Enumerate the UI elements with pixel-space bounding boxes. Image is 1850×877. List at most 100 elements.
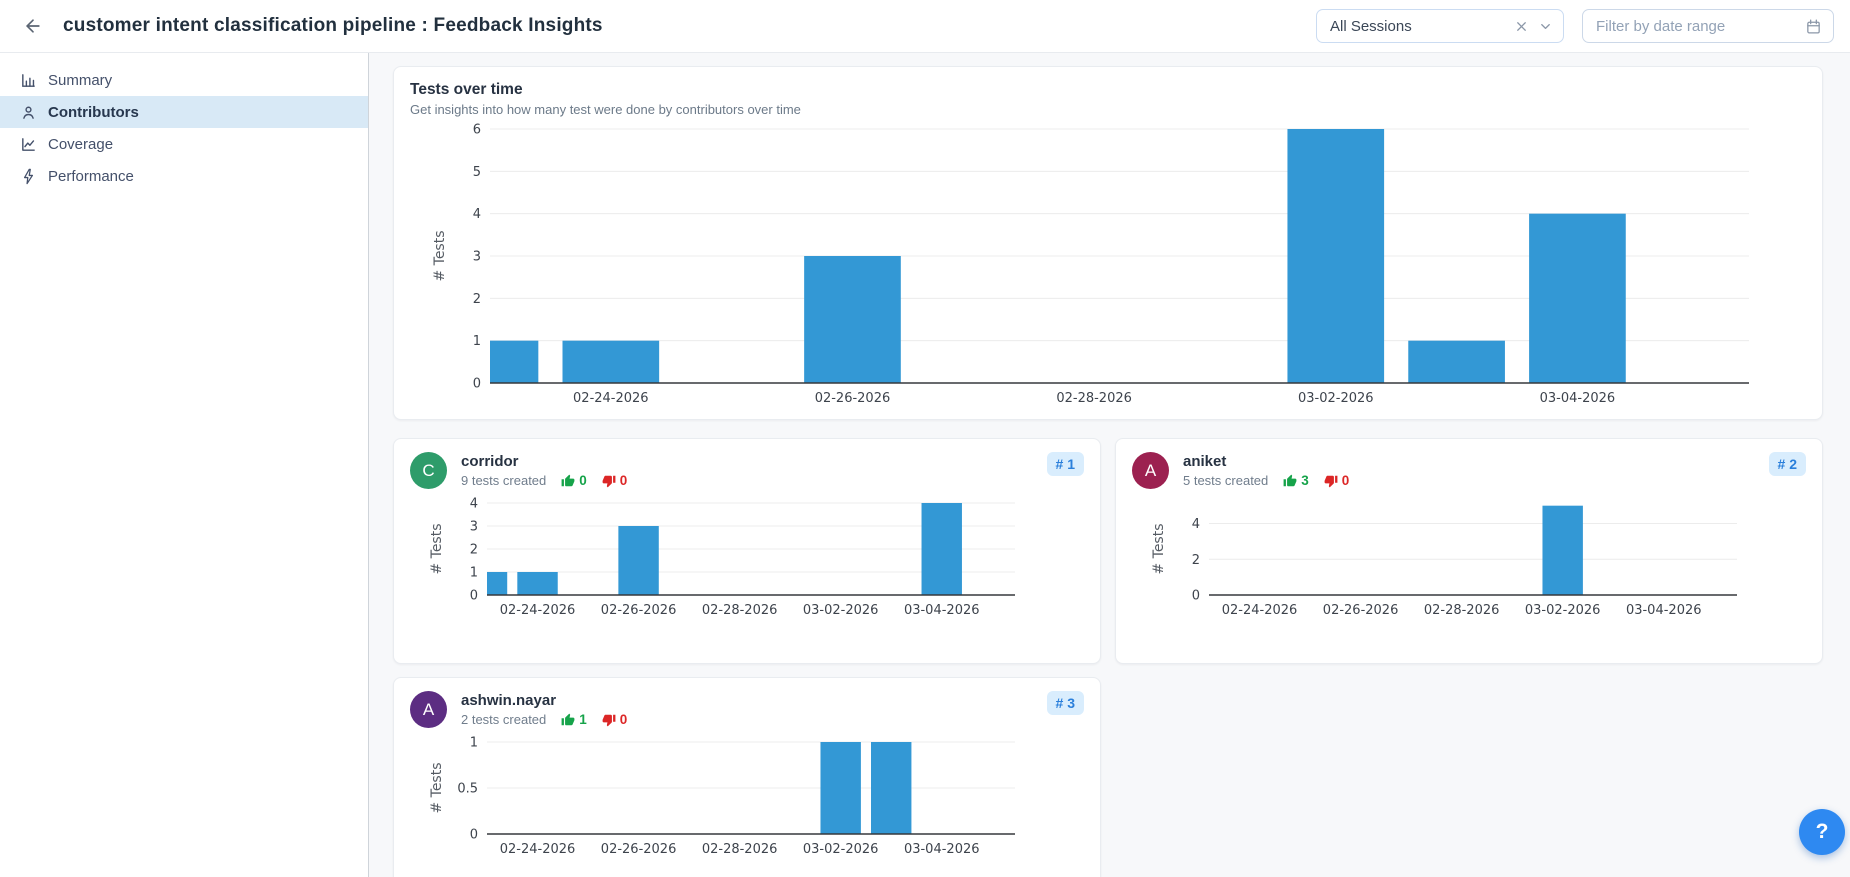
sidebar: Summary Contributors Coverage Performanc…: [0, 53, 369, 877]
app-header: customer intent classification pipeline …: [0, 0, 1850, 53]
svg-text:03-04-2026: 03-04-2026: [1540, 391, 1616, 406]
date-range-input[interactable]: [1596, 17, 1797, 35]
svg-text:02-26-2026: 02-26-2026: [601, 842, 677, 857]
contributor-name: aniket: [1183, 453, 1227, 470]
contributor-card-corridor: C corridor 9 tests created 0: [393, 438, 1101, 664]
svg-text:02-28-2026: 02-28-2026: [702, 842, 778, 857]
sidebar-item-summary[interactable]: Summary: [0, 64, 368, 96]
svg-text:03-02-2026: 03-02-2026: [803, 842, 879, 857]
svg-text:1: 1: [473, 334, 481, 349]
svg-text:2: 2: [473, 292, 481, 307]
contributor-chart: 0 2 4 02-24-2026 02-26-2026 02-28-2026 03-02-2…: [1132, 495, 1806, 623]
svg-text:2: 2: [1192, 553, 1200, 568]
bar-chart-icon: [20, 72, 37, 89]
contributor-card-ashwin-nayar: A ashwin.nayar 2 tests created 1: [393, 677, 1101, 877]
sidebar-item-contributors[interactable]: Contributors: [0, 96, 368, 128]
svg-text:3: 3: [473, 250, 481, 265]
svg-text:# Tests: # Tests: [429, 762, 445, 813]
svg-text:02-24-2026: 02-24-2026: [1222, 603, 1298, 618]
thumbs-up-count: 0: [579, 473, 587, 488]
back-button[interactable]: [18, 11, 48, 41]
app-body: Summary Contributors Coverage Performanc…: [0, 53, 1850, 877]
sidebar-item-label: Performance: [48, 167, 134, 185]
svg-text:3: 3: [470, 520, 478, 535]
svg-text:4: 4: [1192, 517, 1200, 532]
contributor-chart: 0 1 2 3 4 02-24-2026 02-26-2026 02-28-2026 03-02…: [410, 495, 1084, 623]
tests-created-label: 2 tests created: [461, 712, 547, 727]
svg-text:# Tests: # Tests: [429, 523, 445, 574]
thumbs-down-icon: [602, 475, 616, 487]
thumbs-up-stat: 0: [561, 473, 587, 488]
session-filter-select[interactable]: All Sessions: [1316, 9, 1564, 43]
svg-text:0: 0: [470, 828, 478, 843]
thumbs-down-count: 0: [619, 473, 628, 488]
svg-text:1: 1: [470, 566, 478, 581]
person-icon: [20, 104, 37, 121]
svg-text:4: 4: [473, 207, 481, 222]
svg-text:0.5: 0.5: [457, 782, 478, 797]
sidebar-item-label: Contributors: [48, 103, 139, 121]
chevron-down-icon[interactable]: [1538, 19, 1553, 34]
rank-badge: # 3: [1046, 691, 1084, 716]
clear-icon[interactable]: [1514, 19, 1529, 34]
avatar: A: [1132, 452, 1169, 489]
svg-text:03-04-2026: 03-04-2026: [904, 842, 980, 857]
thumbs-down-count: 0: [619, 712, 628, 727]
svg-text:03-02-2026: 03-02-2026: [803, 603, 879, 618]
svg-text:02-28-2026: 02-28-2026: [1056, 391, 1132, 406]
help-button[interactable]: ?: [1799, 809, 1845, 855]
contributor-card-aniket: A aniket 5 tests created 3: [1115, 438, 1823, 664]
rank-badge: # 1: [1046, 452, 1084, 477]
svg-text:1: 1: [470, 736, 478, 751]
contributor-chart: 0 0.5 1 02-24-2026 02-26-2026 02-28-2026 03-02…: [410, 734, 1084, 862]
svg-text:03-02-2026: 03-02-2026: [1298, 391, 1374, 406]
svg-text:03-02-2026: 03-02-2026: [1525, 603, 1601, 618]
sidebar-item-performance[interactable]: Performance: [0, 160, 368, 192]
page-title: customer intent classification pipeline …: [63, 15, 603, 36]
session-filter-value: All Sessions: [1330, 17, 1412, 35]
main-content: Tests over time Get insights into how ma…: [369, 53, 1850, 877]
contributor-name: corridor: [461, 453, 519, 470]
svg-text:03-04-2026: 03-04-2026: [904, 603, 980, 618]
thumbs-down-icon: [1324, 475, 1338, 487]
svg-text:03-04-2026: 03-04-2026: [1626, 603, 1702, 618]
thumbs-up-count: 3: [1301, 473, 1309, 488]
svg-text:02-24-2026: 02-24-2026: [500, 603, 576, 618]
rank-badge: # 2: [1768, 452, 1806, 477]
date-range-filter[interactable]: [1582, 9, 1834, 43]
svg-text:02-26-2026: 02-26-2026: [601, 603, 677, 618]
contributor-meta: 2 tests created 1 0: [461, 712, 627, 727]
contributor-name: ashwin.nayar: [461, 692, 557, 709]
contributor-card-header: C corridor 9 tests created 0: [410, 452, 1084, 489]
svg-text:# Tests: # Tests: [432, 230, 448, 281]
svg-text:02-26-2026: 02-26-2026: [815, 391, 891, 406]
header-controls: All Sessions: [1316, 9, 1834, 43]
contributor-cards-grid: C corridor 9 tests created 0: [393, 438, 1823, 877]
avatar: A: [410, 691, 447, 728]
tests-over-time-title: Tests over time: [410, 81, 523, 98]
svg-text:02-28-2026: 02-28-2026: [1424, 603, 1500, 618]
svg-text:2: 2: [470, 543, 478, 558]
contributor-meta: 5 tests created 3 0: [1183, 473, 1349, 488]
tests-over-time-chart: 0 1 2 3 4 5 6 02-24-2026 02-26-2026 02-28-2026 03-…: [410, 121, 1806, 411]
thumbs-up-count: 1: [579, 712, 587, 727]
thumbs-up-icon: [561, 474, 575, 486]
svg-text:0: 0: [473, 377, 481, 392]
lightning-icon: [20, 168, 37, 185]
svg-text:6: 6: [473, 123, 481, 138]
svg-text:4: 4: [470, 497, 478, 512]
thumbs-up-stat: 1: [561, 712, 587, 727]
svg-text:5: 5: [473, 165, 481, 180]
thumbs-down-stat: 0: [602, 712, 628, 727]
svg-text:02-28-2026: 02-28-2026: [702, 603, 778, 618]
calendar-icon[interactable]: [1805, 18, 1822, 35]
sidebar-item-coverage[interactable]: Coverage: [0, 128, 368, 160]
svg-text:02-24-2026: 02-24-2026: [500, 842, 576, 857]
thumbs-up-icon: [561, 713, 575, 725]
contributor-card-header: A ashwin.nayar 2 tests created 1: [410, 691, 1084, 728]
sidebar-item-label: Summary: [48, 71, 113, 89]
thumbs-down-stat: 0: [602, 473, 628, 488]
avatar: C: [410, 452, 447, 489]
tests-over-time-subtitle: Get insights into how many test were don…: [410, 102, 801, 117]
line-chart-icon: [20, 136, 37, 153]
